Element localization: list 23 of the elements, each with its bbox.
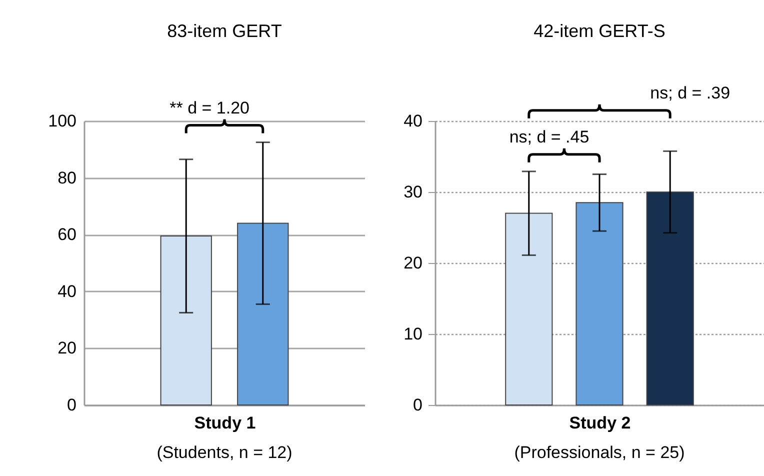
y-tick-label: 20 (58, 338, 76, 358)
x-axis-title: Study 1 (194, 414, 256, 432)
bar (646, 192, 694, 406)
x-axis-title: Study 2 (569, 414, 631, 432)
text: (Students, n = 12) (156, 443, 292, 462)
y-tick-label: 30 (404, 182, 422, 202)
text: (Professionals, n = 25) (514, 443, 685, 462)
text: ** d = 1.20 (170, 98, 250, 118)
y-tick-label: 0 (67, 396, 76, 414)
y-tick-label: 10 (404, 324, 422, 344)
text: ns; d = .39 (650, 83, 730, 102)
y-tick-label: 40 (404, 112, 422, 130)
bar (505, 212, 553, 406)
bar (576, 202, 624, 406)
y-tick-label: 100 (48, 112, 76, 130)
y-tick-label: 60 (58, 225, 76, 244)
chart-title: 42-item GERT-S (534, 21, 666, 41)
y-tick-label: 0 (413, 396, 422, 414)
chart-title: 83-item GERT (167, 21, 282, 41)
y-tick-label: 80 (58, 168, 76, 188)
y-tick-label: 40 (58, 282, 76, 301)
y-tick-label: 20 (404, 254, 422, 272)
annotation: ns; d = .45 (509, 127, 590, 146)
